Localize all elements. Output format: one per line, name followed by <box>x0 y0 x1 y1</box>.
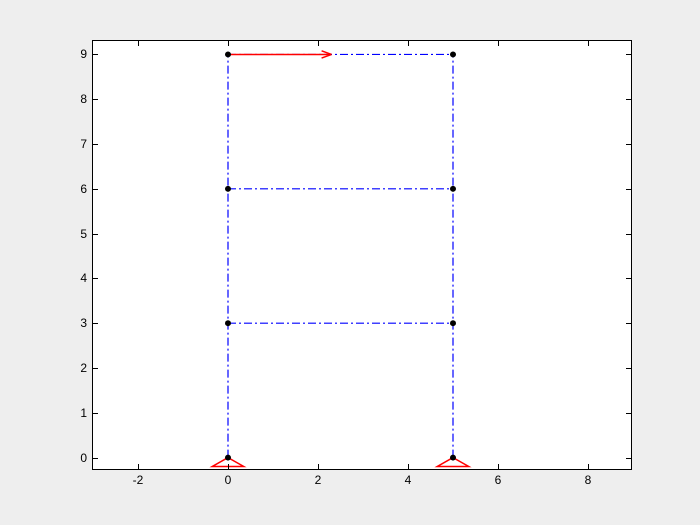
ytick-mark <box>626 368 631 369</box>
xtick-mark <box>228 464 229 469</box>
xtick-label: 4 <box>405 473 412 487</box>
plot-canvas <box>93 41 631 469</box>
xtick-mark <box>588 41 589 46</box>
ytick-mark <box>626 458 631 459</box>
ytick-label: 7 <box>80 137 87 151</box>
ytick-mark <box>626 144 631 145</box>
node-marker <box>225 51 231 57</box>
ytick-mark <box>93 54 98 55</box>
ytick-mark <box>626 234 631 235</box>
xtick-mark <box>228 41 229 46</box>
ytick-mark <box>93 413 98 414</box>
xtick-mark <box>318 41 319 46</box>
plot-axes: -2024680123456789 <box>92 40 632 470</box>
ytick-label: 2 <box>80 361 87 375</box>
ytick-mark <box>626 189 631 190</box>
xtick-mark <box>408 41 409 46</box>
xtick-mark <box>588 464 589 469</box>
node-marker <box>450 455 456 461</box>
xtick-label: 8 <box>585 473 592 487</box>
ytick-mark <box>93 189 98 190</box>
figure-window: -2 0 2 4 6 8 0 1 2 3 4 5 6 7 8 9 <box>0 0 700 525</box>
ytick-label: 0 <box>80 451 87 465</box>
ytick-mark <box>93 234 98 235</box>
node-marker <box>225 320 231 326</box>
xtick-label: 6 <box>495 473 502 487</box>
xtick-mark <box>138 41 139 46</box>
node-marker <box>450 320 456 326</box>
ytick-mark <box>626 278 631 279</box>
node-marker <box>450 51 456 57</box>
ytick-label: 9 <box>80 47 87 61</box>
xtick-label: -2 <box>133 473 144 487</box>
ytick-label: 8 <box>80 92 87 106</box>
ytick-mark <box>93 278 98 279</box>
ytick-label: 5 <box>80 227 87 241</box>
ytick-label: 4 <box>80 271 87 285</box>
ytick-mark <box>626 413 631 414</box>
xtick-mark <box>138 464 139 469</box>
ytick-label: 6 <box>80 182 87 196</box>
xtick-mark <box>498 464 499 469</box>
ytick-mark <box>626 54 631 55</box>
ytick-mark <box>93 99 98 100</box>
xtick-mark <box>498 41 499 46</box>
ytick-mark <box>93 144 98 145</box>
ytick-mark <box>93 458 98 459</box>
ytick-mark <box>626 99 631 100</box>
node-marker <box>225 455 231 461</box>
xtick-label: 2 <box>315 473 322 487</box>
xtick-label: 0 <box>225 473 232 487</box>
ytick-label: 3 <box>80 316 87 330</box>
node-marker <box>450 186 456 192</box>
ytick-mark <box>93 323 98 324</box>
node-marker <box>225 186 231 192</box>
ytick-label: 1 <box>80 406 87 420</box>
ytick-mark <box>93 368 98 369</box>
xtick-mark <box>318 464 319 469</box>
ytick-mark <box>626 323 631 324</box>
xtick-mark <box>408 464 409 469</box>
